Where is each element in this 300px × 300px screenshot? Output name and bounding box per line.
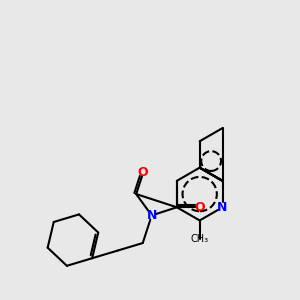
Text: O: O — [138, 166, 148, 179]
Text: N: N — [146, 209, 157, 222]
Text: N: N — [218, 201, 228, 214]
Text: O: O — [194, 201, 205, 214]
Text: CH₃: CH₃ — [190, 234, 209, 244]
